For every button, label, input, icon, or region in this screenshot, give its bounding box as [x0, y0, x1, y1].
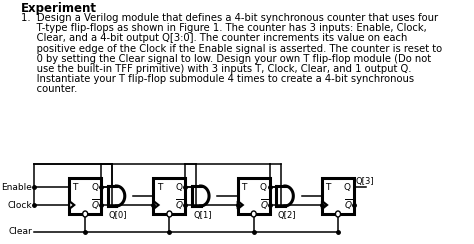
Circle shape — [167, 211, 172, 217]
Text: Q: Q — [344, 183, 351, 192]
Text: Q[2]: Q[2] — [277, 211, 296, 220]
Text: $\overline{Q}$: $\overline{Q}$ — [260, 197, 269, 212]
Circle shape — [82, 211, 88, 217]
Text: Clear, and a 4-bit output Q[3:0]. The counter increments its value on each: Clear, and a 4-bit output Q[3:0]. The co… — [21, 33, 408, 43]
Bar — [154, 178, 185, 214]
Text: T: T — [73, 183, 78, 192]
Text: T: T — [157, 183, 162, 192]
Circle shape — [336, 211, 340, 217]
Text: positive edge of the Clock if the Enable signal is asserted. The counter is rese: positive edge of the Clock if the Enable… — [21, 44, 442, 54]
Polygon shape — [154, 201, 158, 209]
Text: Q: Q — [260, 183, 266, 192]
Text: Q[1]: Q[1] — [193, 211, 211, 220]
Polygon shape — [322, 201, 327, 209]
Circle shape — [251, 211, 256, 217]
Text: Experiment: Experiment — [21, 2, 97, 15]
Text: Clear: Clear — [9, 227, 32, 236]
Text: Clock: Clock — [8, 201, 32, 210]
Bar — [237, 178, 270, 214]
Text: T-type flip-flops as shown in Figure 1. The counter has 3 inputs: Enable, Clock,: T-type flip-flops as shown in Figure 1. … — [21, 23, 427, 33]
Text: Q[3]: Q[3] — [356, 177, 374, 186]
Text: Q[0]: Q[0] — [109, 211, 128, 220]
Text: Q: Q — [175, 183, 182, 192]
Text: $\overline{Q}$: $\overline{Q}$ — [91, 197, 100, 212]
Text: $\overline{Q}$: $\overline{Q}$ — [175, 197, 184, 212]
Text: counter.: counter. — [21, 84, 78, 94]
Text: T: T — [241, 183, 246, 192]
Text: $\overline{Q}$: $\overline{Q}$ — [344, 197, 353, 212]
Text: 0 by setting the Clear signal to low. Design your own T flip-flop module (Do not: 0 by setting the Clear signal to low. De… — [21, 54, 431, 64]
Text: Q: Q — [91, 183, 98, 192]
Text: use the built-in TFF primitive) with 3 inputs T, Clock, Clear, and 1 output Q.: use the built-in TFF primitive) with 3 i… — [21, 64, 411, 74]
Polygon shape — [237, 201, 243, 209]
Polygon shape — [69, 201, 74, 209]
Bar — [322, 178, 354, 214]
Text: T: T — [325, 183, 331, 192]
Text: Enable: Enable — [1, 183, 32, 192]
Bar — [69, 178, 101, 214]
Text: 1.  Design a Verilog module that defines a 4-bit synchronous counter that uses f: 1. Design a Verilog module that defines … — [21, 13, 438, 23]
Text: Instantiate your T flip-flop submodule 4 times to create a 4-bit synchronous: Instantiate your T flip-flop submodule 4… — [21, 74, 414, 84]
